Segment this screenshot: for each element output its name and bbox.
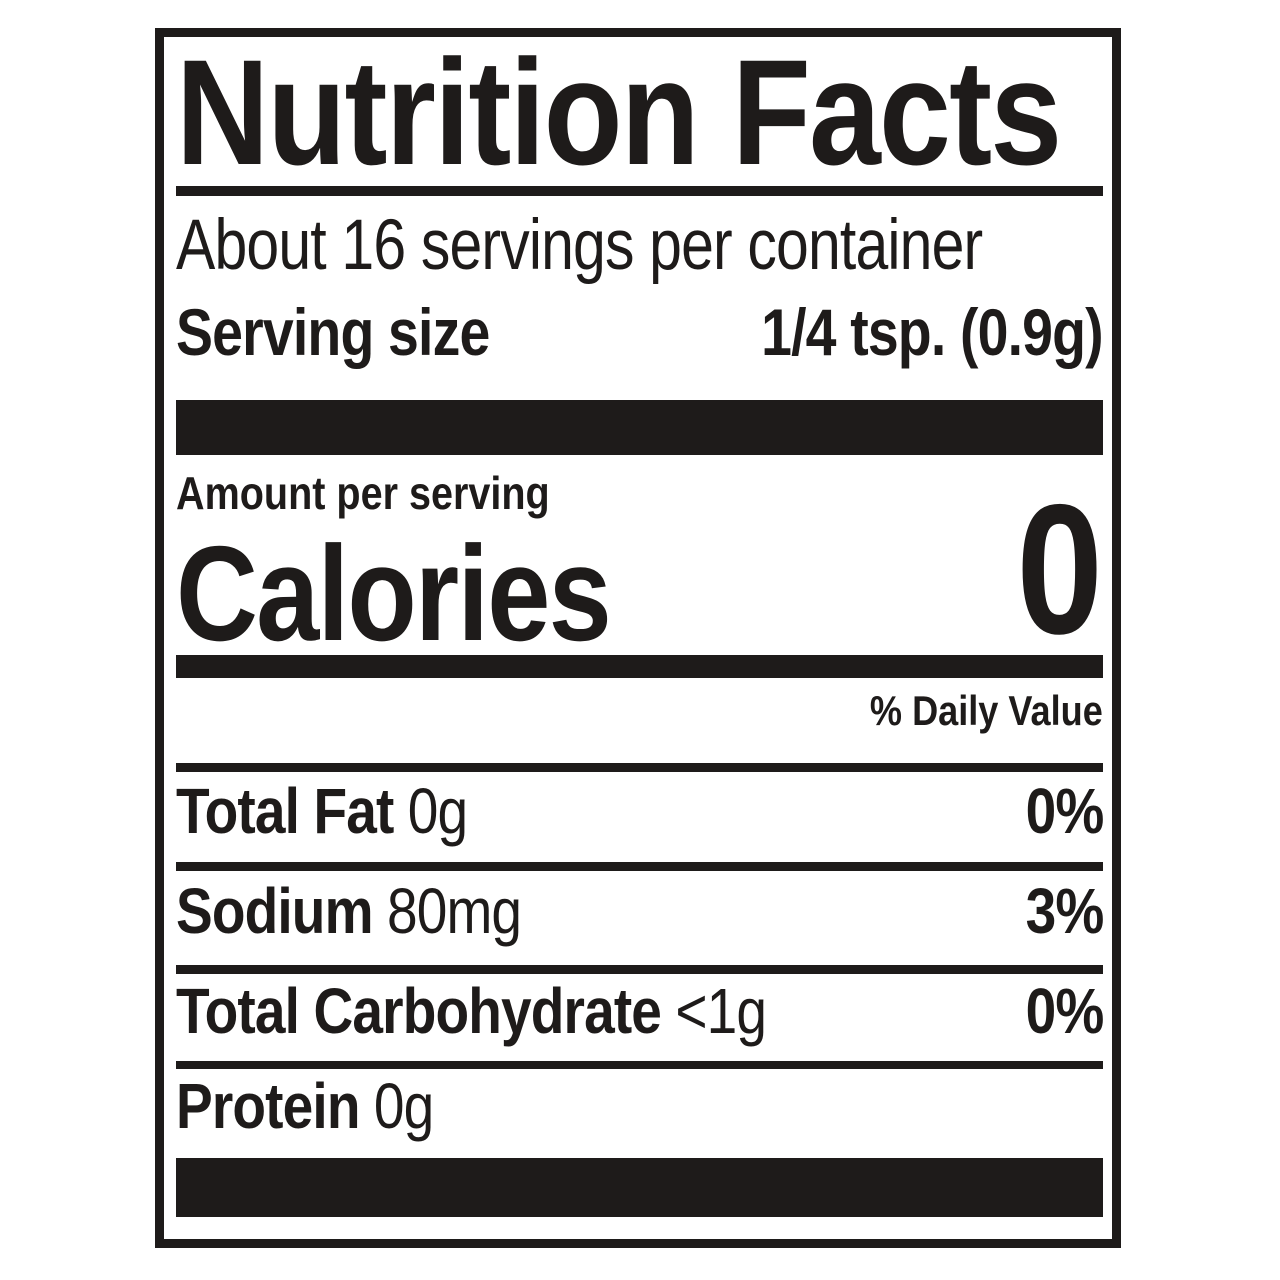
nutrition-facts-label: Nutrition Facts About 16 servings per co… <box>155 28 1121 1248</box>
calories-divider-bar <box>176 655 1103 678</box>
nutrient-daily-value: 0% <box>1025 975 1104 1047</box>
calories-value-text: 0 <box>1016 467 1103 673</box>
nutrient-name: Sodium <box>176 875 374 947</box>
nutrient-amount: 0g <box>373 1070 434 1142</box>
nutrient-left: Sodium 80mg <box>176 879 522 943</box>
nutrient-name: Protein <box>176 1070 360 1142</box>
nutrient-row-total-carbohydrate: Total Carbohydrate <1g 0% <box>176 975 1104 1047</box>
nutrient-left: Protein 0g <box>176 1074 434 1138</box>
calories-value: 0 <box>1000 478 1103 663</box>
amount-per-serving-text: Amount per serving <box>176 467 550 519</box>
daily-value-header-text: % Daily Value <box>870 687 1103 734</box>
row-divider <box>176 965 1103 974</box>
servings-per-container-text: About 16 servings per container <box>176 206 983 285</box>
row-divider <box>176 862 1103 871</box>
nutrient-left: Total Carbohydrate <1g <box>176 979 767 1043</box>
title-divider <box>176 186 1103 196</box>
calories-label-text: Calories <box>176 518 612 669</box>
nutrient-amount: 80mg <box>386 875 522 947</box>
servings-per-container: About 16 servings per container <box>176 210 1103 281</box>
label-title: Nutrition Facts <box>176 37 1103 187</box>
serving-size-row: Serving size 1/4 tsp. (0.9g) <box>176 295 1104 369</box>
nutrient-name: Total Carbohydrate <box>176 975 662 1047</box>
serving-size-value: 1/4 tsp. (0.9g) <box>761 295 1104 369</box>
nutrient-row-total-fat: Total Fat 0g 0% <box>176 775 1104 847</box>
nutrient-amount: 0g <box>407 775 468 847</box>
thick-bar-top <box>176 400 1103 455</box>
nutrient-name: Total Fat <box>176 775 394 847</box>
thick-bar-bottom <box>176 1158 1103 1217</box>
daily-value-header: % Daily Value <box>176 690 1103 732</box>
nutrient-left: Total Fat 0g <box>176 779 468 843</box>
nutrient-daily-value: 3% <box>1025 875 1104 947</box>
serving-size-label: Serving size <box>176 295 490 369</box>
nutrient-daily-value: 0% <box>1025 775 1104 847</box>
nutrient-amount: <1g <box>675 975 767 1047</box>
nutrient-row-protein: Protein 0g <box>176 1074 1103 1138</box>
row-divider <box>176 1061 1103 1069</box>
calories-label: Calories <box>176 526 1103 661</box>
row-divider <box>176 763 1103 772</box>
amount-per-serving-label: Amount per serving <box>176 470 1103 516</box>
label-title-text: Nutrition Facts <box>176 28 1062 196</box>
nutrient-row-sodium: Sodium 80mg 3% <box>176 875 1104 947</box>
